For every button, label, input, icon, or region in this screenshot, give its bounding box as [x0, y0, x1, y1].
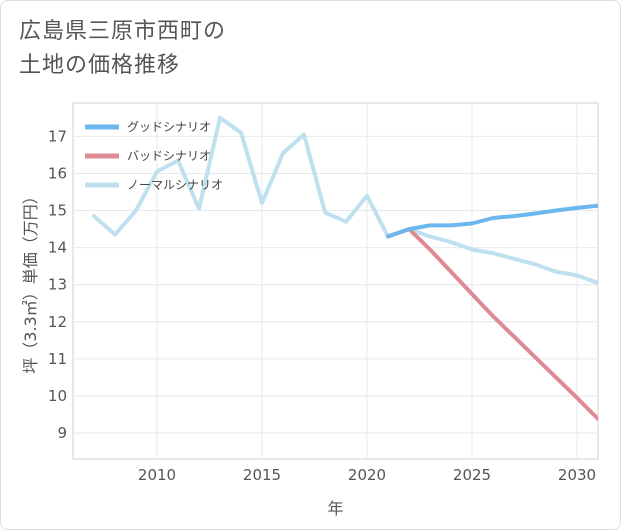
- x-tick-label: 2025: [453, 466, 491, 484]
- y-tick-label: 12: [48, 313, 67, 331]
- chart-title-line-1: 広島県三原市西町の: [19, 19, 227, 44]
- legend-label-2: バッドシナリオ: [127, 149, 211, 163]
- y-tick-label: 14: [48, 239, 67, 257]
- chart-title: 広島県三原市西町の 土地の価格推移: [19, 15, 226, 83]
- y-tick-label: 13: [48, 276, 67, 294]
- series-line-2: [386, 227, 598, 421]
- y-tick-label: 9: [57, 424, 67, 442]
- x-tick-label: 2015: [243, 466, 281, 484]
- y-axis-title: 坪（3.3㎡）単価（万円）: [21, 188, 40, 373]
- legend-label-1: グッドシナリオ: [127, 120, 211, 134]
- y-tick-label: 10: [48, 387, 67, 405]
- x-tick-label: 2010: [138, 466, 176, 484]
- y-tick-label: 11: [48, 350, 67, 368]
- series-line-3: [92, 115, 598, 285]
- x-axis-title: 年: [327, 499, 343, 518]
- legend-label-3: ノーマルシナリオ: [127, 178, 223, 192]
- chart-title-line-2: 土地の価格推移: [19, 53, 181, 78]
- y-tick-label: 15: [48, 202, 67, 220]
- x-tick-label: 2030: [558, 466, 596, 484]
- series-line-1: [386, 203, 598, 239]
- y-tick-label: 16: [48, 164, 67, 182]
- x-tick-label: 2020: [348, 466, 386, 484]
- y-tick-label: 17: [48, 127, 67, 145]
